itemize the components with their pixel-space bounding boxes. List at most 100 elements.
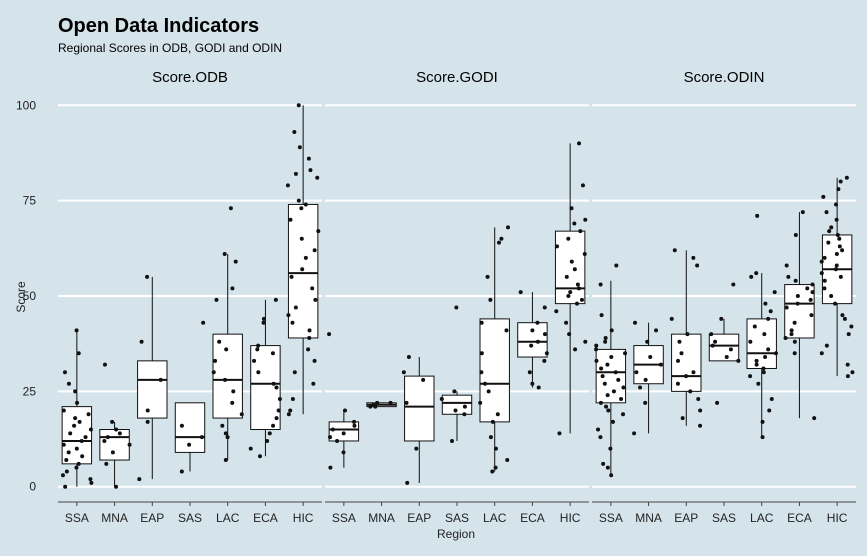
x-tick-label: SSA (65, 511, 89, 525)
data-point (499, 236, 504, 241)
data-point (598, 282, 603, 287)
data-point (265, 438, 270, 443)
data-point (769, 397, 774, 401)
box-lac (746, 213, 778, 440)
data-point (478, 400, 483, 405)
data-point (74, 446, 79, 451)
data-point (352, 419, 357, 424)
data-point (575, 282, 580, 287)
data-point (824, 343, 829, 348)
data-point (228, 206, 233, 211)
data-point (88, 477, 93, 482)
data-point (544, 351, 549, 356)
box-eca (783, 210, 817, 421)
box-ssa (327, 332, 360, 470)
data-point (222, 252, 227, 257)
data-point (837, 236, 842, 241)
data-point (755, 213, 760, 218)
data-point (286, 412, 291, 417)
data-point (604, 404, 609, 409)
box-lac (211, 206, 244, 463)
data-point (834, 217, 839, 222)
data-point (844, 175, 849, 180)
data-point (388, 400, 393, 405)
box-rect (671, 333, 702, 392)
data-point (566, 236, 571, 241)
data-point (609, 473, 614, 478)
data-point (582, 252, 587, 257)
data-point (506, 225, 511, 230)
data-point (488, 297, 493, 302)
box-sas (708, 282, 741, 405)
data-point (613, 370, 618, 375)
x-tick-label: HIC (293, 511, 314, 525)
data-point (293, 171, 298, 176)
data-point (114, 484, 119, 489)
data-point (810, 282, 815, 287)
data-point (808, 297, 813, 302)
data-point (822, 278, 827, 283)
data-point (768, 309, 773, 314)
data-point (819, 351, 824, 356)
data-point (598, 435, 603, 440)
box-ssa (60, 328, 94, 489)
data-point (479, 320, 484, 325)
data-point (290, 320, 295, 325)
data-point (462, 404, 467, 409)
data-point (763, 301, 768, 306)
data-point (736, 358, 741, 363)
data-point (328, 465, 333, 470)
data-point (761, 370, 766, 375)
data-point (845, 374, 850, 379)
data-point (211, 370, 216, 375)
data-point (800, 210, 805, 215)
data-point (292, 129, 297, 134)
box-hic (819, 175, 855, 379)
data-point (577, 141, 582, 146)
data-point (567, 332, 572, 337)
data-point (66, 381, 71, 386)
data-point (728, 347, 733, 352)
x-axis-title: Region (437, 527, 475, 541)
data-point (676, 358, 681, 363)
data-point (299, 236, 304, 241)
data-point (230, 286, 235, 291)
data-point (760, 435, 765, 440)
data-point (310, 286, 315, 291)
data-point (61, 442, 66, 447)
data-point (462, 412, 467, 417)
data-point (849, 324, 854, 329)
data-point (145, 419, 150, 424)
data-point (72, 423, 77, 428)
data-point (792, 339, 797, 344)
data-point (809, 313, 814, 318)
data-point (255, 347, 260, 352)
data-point (330, 427, 335, 432)
data-point (634, 370, 639, 375)
box-ssa (594, 263, 628, 478)
y-tick-label: 0 (29, 480, 36, 494)
data-point (248, 446, 253, 451)
data-point (810, 290, 815, 295)
data-point (261, 316, 266, 321)
data-point (611, 389, 616, 394)
data-point (784, 263, 789, 268)
data-point (290, 397, 295, 401)
facet-label: Score.GODI (416, 69, 498, 86)
box-eca (517, 290, 549, 390)
data-point (102, 362, 107, 367)
data-point (754, 271, 759, 276)
facet-panel: Score.GODI SSA MNA EAP SAS LAC ECA HIC (325, 69, 589, 525)
data-point (766, 347, 771, 352)
data-point (145, 274, 150, 279)
data-point (60, 473, 65, 478)
box-rect (287, 203, 319, 339)
data-point (579, 297, 584, 302)
data-point (555, 244, 560, 249)
data-point (695, 263, 700, 268)
x-tick-label: MNA (635, 511, 662, 525)
x-tick-label: SAS (178, 511, 202, 525)
data-point (554, 309, 559, 314)
box-rect (517, 322, 548, 358)
data-point (315, 175, 320, 180)
